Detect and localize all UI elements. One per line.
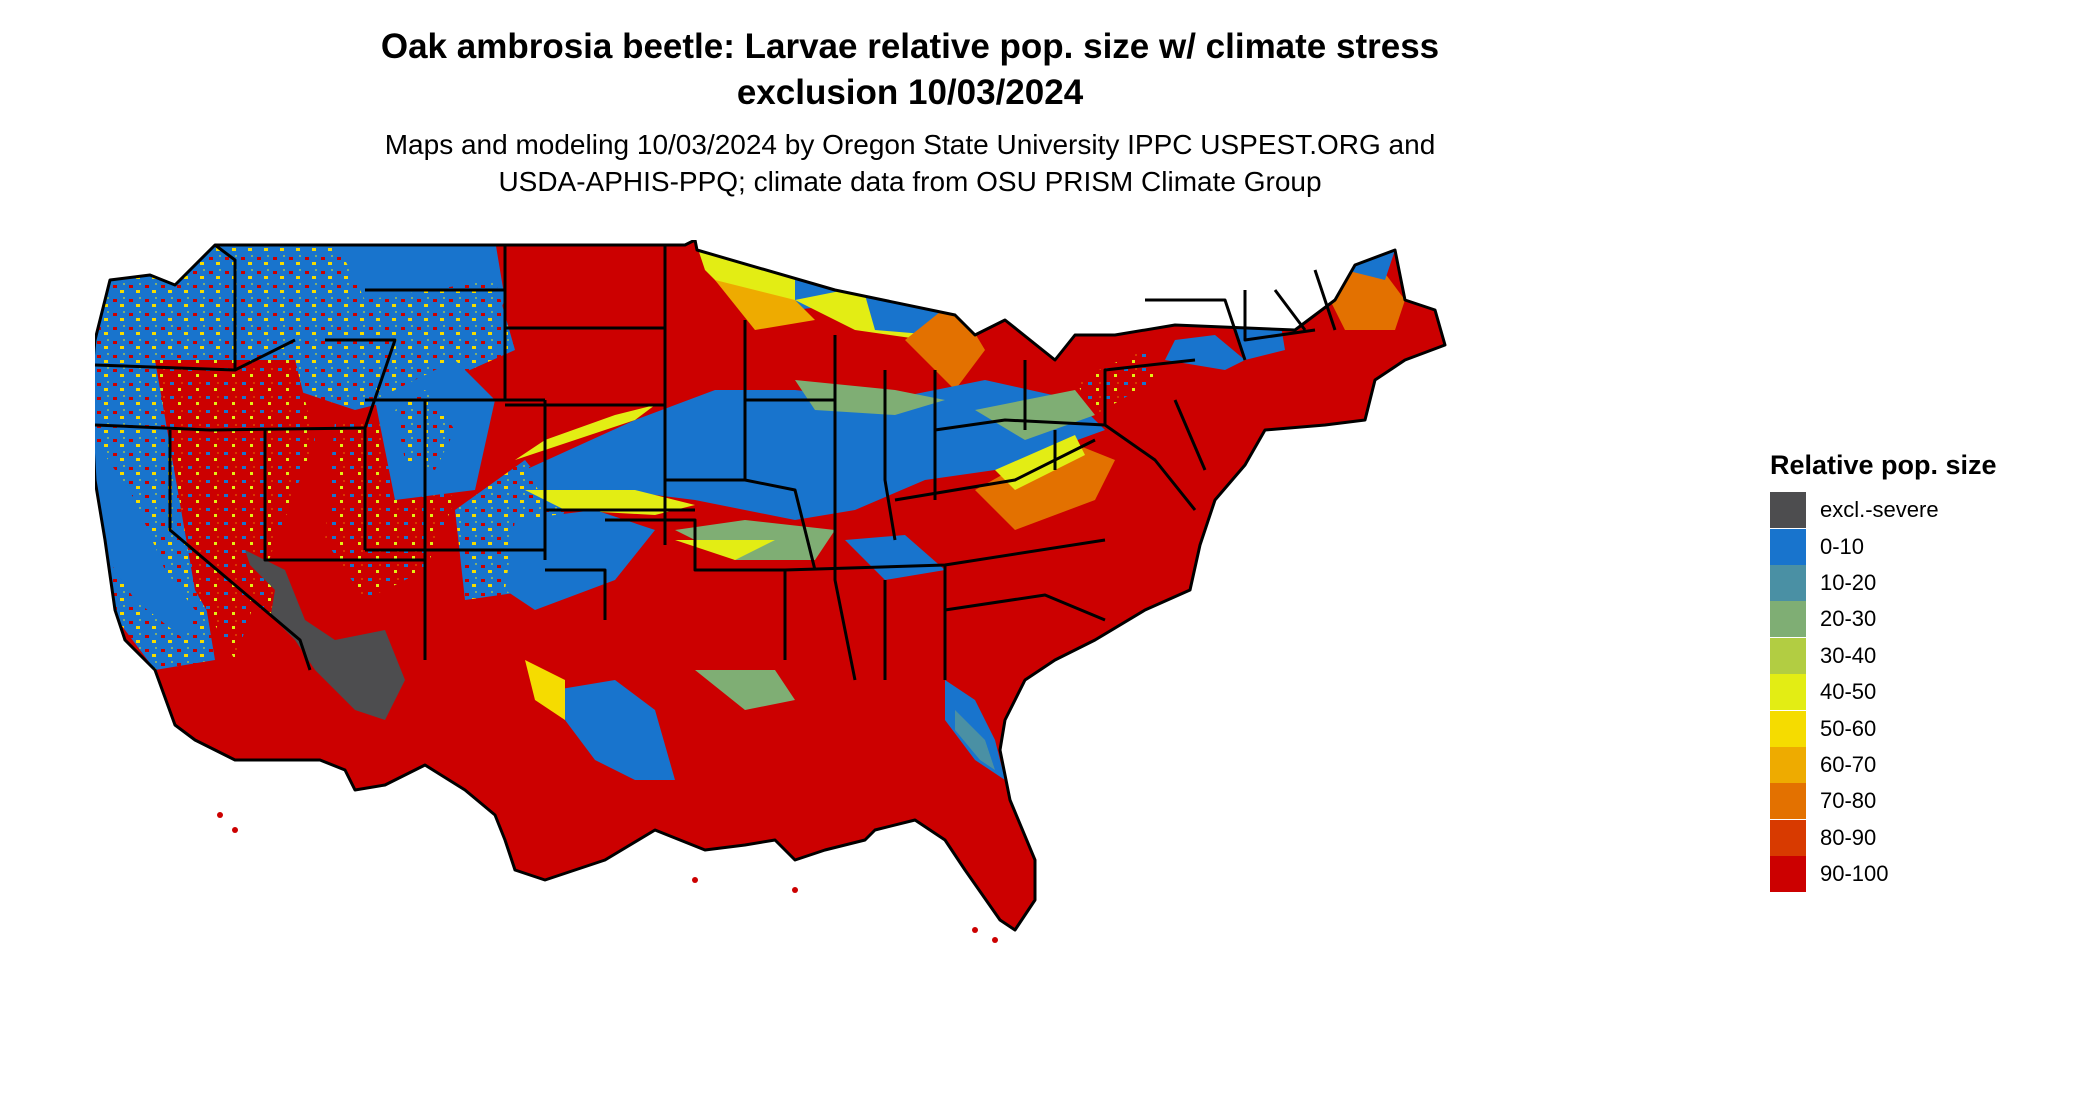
- legend-item: 10-20: [1770, 564, 2070, 601]
- map-subtitle-line-1: Maps and modeling 10/03/2024 by Oregon S…: [384, 129, 1436, 160]
- legend-item: 90-100: [1770, 856, 2070, 893]
- legend-swatch: [1770, 819, 1806, 856]
- legend-swatch: [1770, 492, 1806, 529]
- legend-item: 60-70: [1770, 746, 2070, 783]
- map-subtitle-line-2: USDA-APHIS-PPQ; climate data from OSU PR…: [498, 166, 1322, 197]
- legend-label: 80-90: [1820, 824, 1877, 850]
- legend-label: 60-70: [1820, 751, 1877, 777]
- legend-label: 0-10: [1820, 533, 1865, 559]
- legend-label: 70-80: [1820, 788, 1877, 814]
- legend-label: 40-50: [1820, 679, 1877, 705]
- legend-swatch: [1770, 528, 1806, 565]
- legend-item: 0-10: [1770, 528, 2070, 565]
- map-title-line-2: exclusion 10/03/2024: [736, 73, 1084, 112]
- legend-item: 40-50: [1770, 674, 2070, 711]
- state-boundaries: [95, 240, 1447, 932]
- legend-swatch: [1770, 564, 1806, 601]
- legend-label: excl.-severe: [1820, 497, 1939, 523]
- legend-swatch: [1770, 856, 1806, 893]
- range-raster: [95, 240, 1445, 930]
- legend-item: 70-80: [1770, 783, 2070, 820]
- map-subtitle: Maps and modeling 10/03/2024 by Oregon S…: [230, 126, 1590, 200]
- legend: Relative pop. size excl.-severe 0-10 10-20…: [1770, 448, 2070, 893]
- legend-label: 50-60: [1820, 715, 1877, 741]
- legend-swatch: [1770, 674, 1806, 711]
- legend-label: 10-20: [1820, 569, 1877, 595]
- legend-item: 30-40: [1770, 637, 2070, 674]
- legend-item: excl.-severe: [1770, 492, 2070, 529]
- map-title: Oak ambrosia beetle: Larvae relative pop…: [230, 24, 1590, 116]
- legend-swatch: [1770, 783, 1806, 820]
- legend-title: Relative pop. size: [1770, 450, 1997, 480]
- us-population-map: [95, 240, 1447, 943]
- legend-label: 90-100: [1820, 861, 1889, 887]
- legend-item: 80-90: [1770, 819, 2070, 856]
- legend-swatch: [1770, 746, 1806, 783]
- legend-swatch: [1770, 601, 1806, 638]
- coastal-island-specks: [217, 812, 998, 943]
- map-title-line-1: Oak ambrosia beetle: Larvae relative pop…: [380, 27, 1440, 66]
- legend-swatch: [1770, 637, 1806, 674]
- legend-item: 20-30: [1770, 601, 2070, 638]
- legend-item: 50-60: [1770, 710, 2070, 747]
- legend-label: 30-40: [1820, 642, 1877, 668]
- legend-label: 20-30: [1820, 606, 1877, 632]
- legend-swatch: [1770, 710, 1806, 747]
- legend-items: excl.-severe 0-10 10-20 20-30 30-40 40-50 50-6…: [1770, 492, 2070, 893]
